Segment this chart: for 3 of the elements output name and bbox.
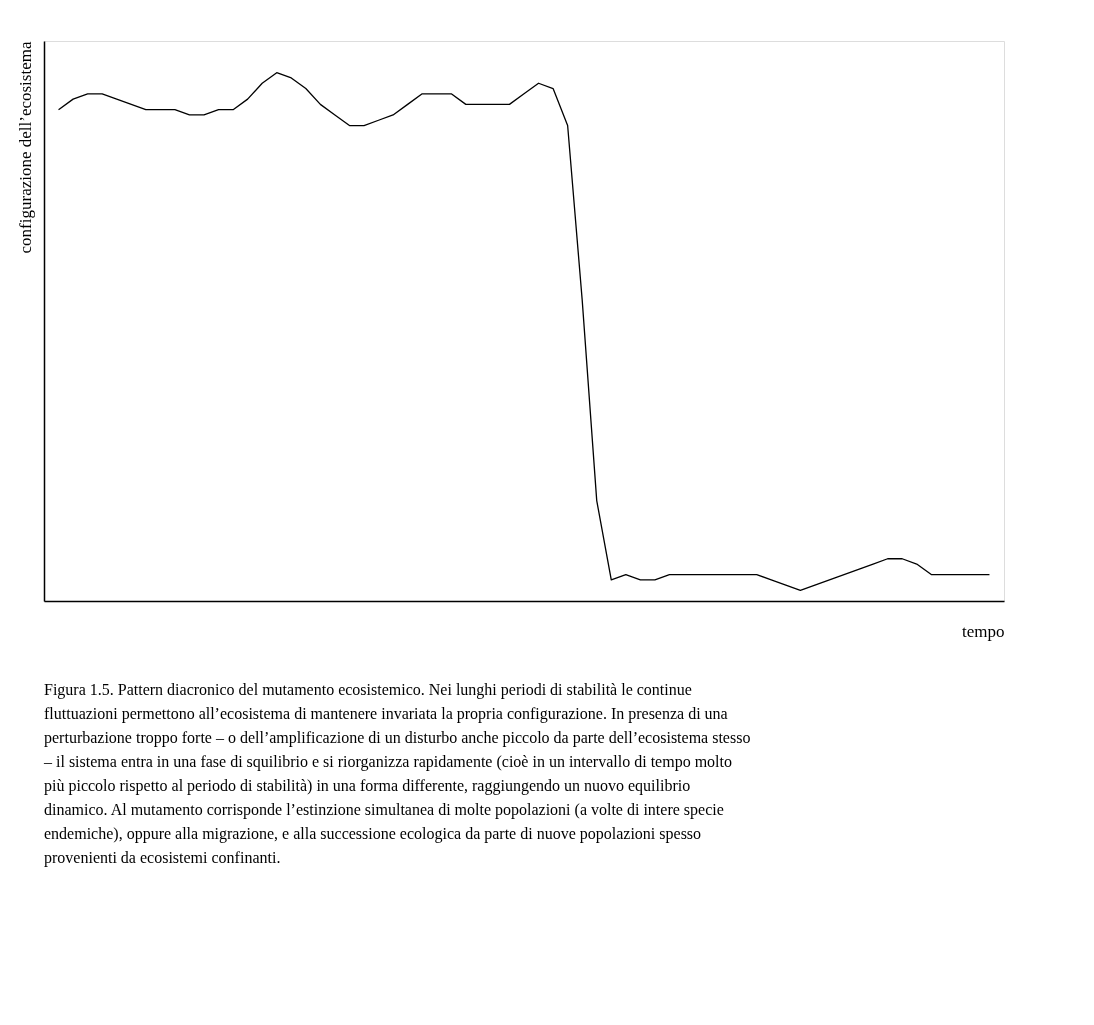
x-axis-title: tempo [962,621,1005,641]
y-axis-title: configurazione dell’ecosistema [15,41,35,254]
text: Figura 1.5. Pattern diacronico del mutamento ecosistemico. Nei lunghi periodi di stabilità le continue fluttuazioni permettono all’ecosistema di mantenere invariata la propria configurazione. In presenza di una perturbazione troppo forte – o dell’amplificazione di un disturbo anche piccolo da parte dell’ecosistema stesso – il sistema entra in una fase di squilibrio e si riorganizza rapidamente (cioè in un intervallo di tempo molto più piccolo rispetto al periodo di stabilità) in una forma differente, raggiungendo un nuovo equilibrio dinamico. Al mutamento corrisponde l’estinzione simultanea di molte popolazioni (a volte di intere specie endemiche), oppure alla migrazione, e alla successione ecologica da parte di nuove popolazioni spesso provenienti da ecosistemi confinanti. [43,681,751,867]
